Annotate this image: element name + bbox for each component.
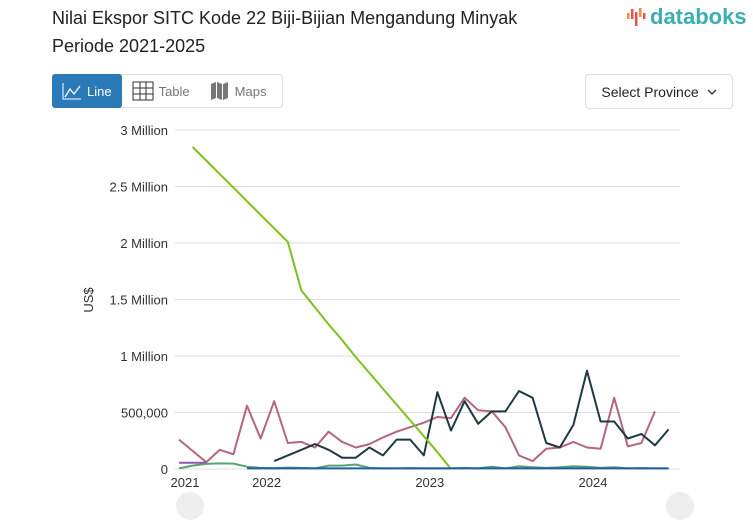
series-line-2 [191, 146, 452, 470]
tab-line[interactable]: Line [52, 74, 122, 108]
title-line-2: Periode 2021-2025 [52, 36, 206, 56]
map-icon [210, 82, 228, 100]
line-chart-icon [62, 83, 81, 100]
series-line-1 [273, 369, 670, 463]
logo-bars-icon [627, 8, 646, 26]
table-icon [132, 81, 154, 101]
series-line-0 [178, 396, 656, 464]
y-tick-label: 3 Million [120, 123, 168, 138]
tab-table-label: Table [158, 83, 190, 99]
scroll-left-button[interactable] [176, 492, 204, 520]
y-tick-label: 2.5 Million [109, 180, 168, 195]
y-tick-label: 1.5 Million [109, 293, 168, 308]
tab-table[interactable]: Table [122, 75, 200, 107]
x-tick-label: 2024 [579, 475, 608, 490]
y-tick-label: 1 Million [120, 349, 168, 364]
y-axis-label: US$ [81, 287, 96, 313]
y-tick-label: 0 [161, 462, 168, 477]
chart-title: Nilai Ekspor SITC Kode 22 Biji-Bijian Me… [52, 4, 572, 60]
tab-maps[interactable]: Maps [200, 75, 277, 107]
line-chart: 0 500,000 1 Million 1.5 Million 2 Million 2.5… [81, 123, 680, 490]
tab-maps-label: Maps [234, 83, 267, 99]
x-tick-label: 2021 [171, 475, 200, 490]
databoks-logo[interactable]: databoks [626, 4, 747, 30]
province-select[interactable]: Select Province [585, 74, 733, 109]
chevron-down-icon [707, 89, 717, 95]
scroll-right-button[interactable] [666, 492, 694, 520]
y-tick-label: 2 Million [120, 236, 168, 251]
view-tabs: Line Table Maps [52, 74, 283, 108]
y-tick-label: 500,000 [121, 406, 168, 421]
x-tick-label: 2022 [252, 475, 281, 490]
logo-text: databoks [650, 4, 747, 29]
tab-line-label: Line [87, 83, 112, 99]
title-line-1: Nilai Ekspor SITC Kode 22 Biji-Bijian Me… [52, 8, 518, 28]
province-select-label: Select Province [601, 83, 699, 100]
x-tick-label: 2023 [415, 475, 444, 490]
